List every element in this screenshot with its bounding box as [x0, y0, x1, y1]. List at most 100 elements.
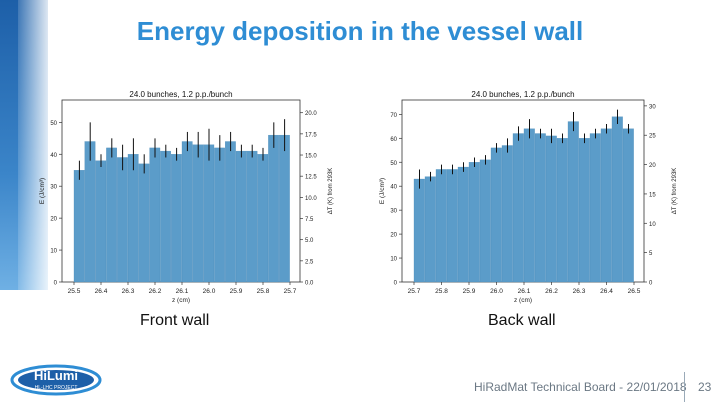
logo-text: HiLumi	[34, 368, 78, 383]
bar	[556, 138, 568, 283]
x-tick-label: 26.3	[573, 288, 586, 295]
y-tick-label: 40	[50, 153, 57, 159]
bar	[413, 178, 425, 283]
y-tick-label: 70	[390, 113, 397, 119]
chart-title: 24.0 bunches, 1.2 p.p./bunch	[471, 90, 574, 99]
y2-tick-label: 10.0	[305, 196, 317, 202]
slide-title: Energy deposition in the vessel wall	[136, 16, 584, 46]
bar	[279, 134, 290, 283]
y2-tick-label: 7.5	[305, 217, 314, 223]
bar	[84, 141, 96, 283]
y-tick-label: 10	[390, 257, 397, 263]
y2-axis-label: ΔT (K) from 293K	[328, 168, 334, 215]
y2-tick-label: 30	[649, 104, 656, 110]
bar	[567, 121, 579, 283]
y2-tick-label: 10	[649, 222, 656, 228]
y2-tick-label: 0.0	[305, 281, 314, 287]
y-tick-label: 40	[390, 185, 397, 191]
bar	[203, 144, 215, 283]
bar	[545, 135, 557, 283]
y-tick-label: 30	[390, 209, 397, 215]
bar	[138, 163, 150, 283]
logo-subtext: HL-LHC PROJECT	[35, 385, 78, 391]
footer-divider	[684, 372, 685, 402]
bar	[424, 176, 436, 283]
x-tick-label: 25.7	[408, 288, 421, 295]
front-wall-chart: 24.0 bunches, 1.2 p.p./bunch 0 10 20 30 40 50 0…	[36, 88, 336, 304]
x-tick-label: 26.1	[176, 288, 189, 295]
bar	[181, 141, 193, 283]
bar	[214, 147, 225, 283]
caption-front-wall: Front wall	[140, 312, 210, 329]
y-tick-label: 0	[54, 281, 58, 287]
bar	[106, 147, 117, 283]
x-tick-label: 26.3	[122, 288, 135, 295]
bar	[117, 157, 128, 283]
caption-back-wall: Back wall	[488, 312, 556, 329]
y2-tick-label: 5	[649, 251, 653, 257]
page-number: 23	[698, 380, 712, 394]
chart-title: 24.0 bunches, 1.2 p.p./bunch	[129, 90, 232, 99]
y-tick-label: 30	[50, 185, 57, 191]
y2-tick-label: 5.0	[305, 238, 314, 244]
x-tick-label: 25.9	[230, 288, 243, 295]
y-tick-label: 50	[390, 161, 397, 167]
y2-tick-label: 12.5	[305, 175, 317, 181]
y-tick-label: 50	[50, 121, 57, 127]
bar	[246, 150, 258, 283]
bar	[127, 154, 139, 283]
x-tick-label: 26.4	[95, 288, 108, 295]
y2-tick-label: 0	[649, 281, 653, 287]
bar	[611, 116, 623, 283]
bar	[457, 166, 469, 283]
y2-tick-label: 15.0	[305, 154, 317, 160]
bar	[73, 170, 85, 283]
x-tick-label: 26.4	[600, 288, 613, 295]
x-axis-label: z (cm)	[172, 297, 190, 304]
bar	[622, 128, 634, 283]
bar	[192, 144, 204, 283]
back-wall-chart: 24.0 bunches, 1.2 p.p./bunch 0 10 20 30 40 50 6…	[376, 88, 680, 304]
x-tick-label: 25.5	[68, 288, 81, 295]
bar	[501, 145, 513, 283]
x-tick-label: 25.7	[284, 288, 297, 295]
y-tick-label: 0	[394, 281, 398, 287]
bar	[490, 147, 502, 283]
bar	[600, 128, 612, 283]
y2-tick-label: 20.0	[305, 111, 317, 117]
y2-tick-label: 17.5	[305, 132, 317, 138]
x-tick-label: 25.9	[463, 288, 476, 295]
x-tick-label: 26.2	[149, 288, 162, 295]
bar	[225, 141, 236, 283]
bar	[257, 154, 269, 283]
bar	[446, 169, 458, 283]
y-axis-label: E (J/cm³)	[379, 178, 386, 204]
bar	[468, 162, 480, 283]
y-axis-label: E (J/cm³)	[39, 178, 46, 204]
y-tick-label: 10	[50, 249, 57, 255]
y2-tick-label: 2.5	[305, 259, 314, 265]
bar	[235, 150, 247, 283]
bar	[149, 147, 161, 283]
x-tick-label: 26.2	[545, 288, 558, 295]
x-axis-label: z (cm)	[514, 297, 532, 304]
y-tick-label: 60	[390, 137, 397, 143]
bar	[268, 134, 279, 283]
y2-tick-label: 25	[649, 134, 656, 140]
bar	[479, 159, 491, 283]
front-wall-chart-svg: 24.0 bunches, 1.2 p.p./bunch 0 10 20 30 40 50 0…	[39, 90, 334, 304]
bar	[95, 160, 107, 283]
bar	[435, 169, 447, 283]
y-tick-label: 20	[50, 217, 57, 223]
bar	[578, 138, 590, 283]
bar	[523, 128, 535, 283]
y-tick-label: 20	[390, 233, 397, 239]
bar	[534, 133, 546, 283]
y2-axis-label: ΔT (K) from 293K	[672, 168, 678, 215]
bar	[589, 133, 601, 283]
hilumi-logo: HiLumi HL-LHC PROJECT	[8, 358, 104, 398]
x-tick-label: 26.1	[518, 288, 531, 295]
footer-text: HiRadMat Technical Board - 22/01/2018	[474, 380, 687, 394]
bar	[160, 150, 171, 283]
y2-tick-label: 15	[649, 192, 656, 198]
